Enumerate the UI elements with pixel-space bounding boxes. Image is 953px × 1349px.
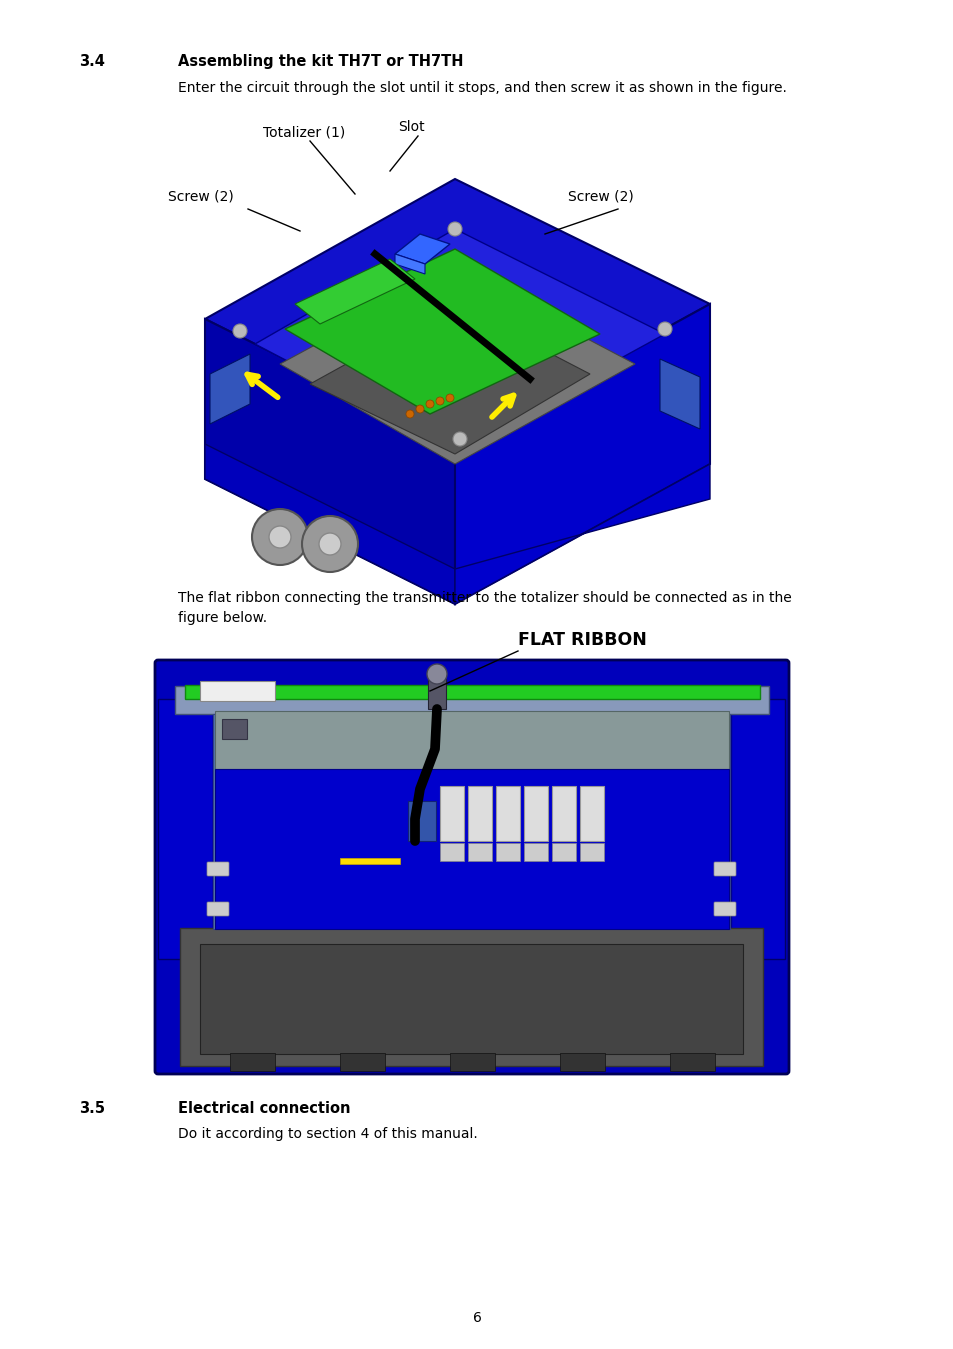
Circle shape xyxy=(436,397,443,405)
Polygon shape xyxy=(280,268,635,464)
FancyBboxPatch shape xyxy=(339,858,399,863)
Text: Enter the circuit through the slot until it stops, and then screw it as shown in: Enter the circuit through the slot until… xyxy=(178,81,786,94)
FancyBboxPatch shape xyxy=(579,786,603,840)
FancyBboxPatch shape xyxy=(523,786,547,840)
FancyBboxPatch shape xyxy=(185,685,760,699)
FancyBboxPatch shape xyxy=(339,1054,385,1071)
Polygon shape xyxy=(285,250,599,414)
Polygon shape xyxy=(210,353,250,424)
Text: FLAT RIBBON: FLAT RIBBON xyxy=(517,631,646,649)
Text: Do it according to section 4 of this manual.: Do it according to section 4 of this man… xyxy=(178,1126,477,1141)
FancyBboxPatch shape xyxy=(713,862,735,876)
FancyBboxPatch shape xyxy=(207,902,229,916)
Text: Screw (2): Screw (2) xyxy=(567,190,633,204)
FancyBboxPatch shape xyxy=(439,843,463,861)
Polygon shape xyxy=(455,304,709,604)
FancyBboxPatch shape xyxy=(428,679,446,710)
Text: Slot: Slot xyxy=(397,120,424,134)
FancyBboxPatch shape xyxy=(214,711,728,769)
FancyBboxPatch shape xyxy=(468,786,492,840)
FancyBboxPatch shape xyxy=(496,843,519,861)
Text: Assembling the kit TH7T or TH7TH: Assembling the kit TH7T or TH7TH xyxy=(178,54,463,69)
Circle shape xyxy=(406,410,414,418)
Text: Totalizer (1): Totalizer (1) xyxy=(263,125,345,139)
FancyBboxPatch shape xyxy=(214,769,728,929)
Circle shape xyxy=(426,401,434,407)
FancyBboxPatch shape xyxy=(408,801,436,840)
FancyBboxPatch shape xyxy=(450,1054,495,1071)
FancyBboxPatch shape xyxy=(729,699,784,959)
Polygon shape xyxy=(205,444,455,604)
Polygon shape xyxy=(659,359,700,429)
FancyBboxPatch shape xyxy=(213,689,730,929)
Circle shape xyxy=(302,517,357,572)
FancyBboxPatch shape xyxy=(158,699,213,959)
Polygon shape xyxy=(310,304,589,455)
Circle shape xyxy=(427,664,447,684)
FancyBboxPatch shape xyxy=(523,843,547,861)
Polygon shape xyxy=(205,318,455,604)
Polygon shape xyxy=(395,233,450,264)
Text: 6: 6 xyxy=(472,1311,481,1325)
Text: The flat ribbon connecting the transmitter to the totalizer should be connected : The flat ribbon connecting the transmitt… xyxy=(178,591,791,604)
Text: figure below.: figure below. xyxy=(178,611,267,625)
FancyBboxPatch shape xyxy=(552,786,576,840)
Text: Electrical connection: Electrical connection xyxy=(178,1101,350,1116)
FancyBboxPatch shape xyxy=(496,786,519,840)
Text: Screw (2): Screw (2) xyxy=(168,190,233,204)
FancyBboxPatch shape xyxy=(552,843,576,861)
Circle shape xyxy=(269,526,291,548)
FancyBboxPatch shape xyxy=(213,714,253,929)
Circle shape xyxy=(318,533,340,554)
Text: 3.4: 3.4 xyxy=(79,54,105,69)
Circle shape xyxy=(233,324,247,339)
Circle shape xyxy=(252,509,308,565)
Polygon shape xyxy=(205,179,709,444)
Polygon shape xyxy=(254,229,664,449)
Polygon shape xyxy=(294,259,415,324)
FancyBboxPatch shape xyxy=(689,714,729,929)
FancyBboxPatch shape xyxy=(559,1054,604,1071)
FancyBboxPatch shape xyxy=(154,660,788,1074)
FancyBboxPatch shape xyxy=(174,687,768,714)
Circle shape xyxy=(453,432,467,447)
FancyBboxPatch shape xyxy=(579,843,603,861)
FancyBboxPatch shape xyxy=(468,843,492,861)
FancyBboxPatch shape xyxy=(200,944,742,1054)
FancyBboxPatch shape xyxy=(180,928,762,1066)
Circle shape xyxy=(658,322,671,336)
Text: ........  .....: ........ ..... xyxy=(423,1010,456,1017)
Circle shape xyxy=(446,394,454,402)
FancyBboxPatch shape xyxy=(230,1054,274,1071)
FancyBboxPatch shape xyxy=(207,862,229,876)
FancyBboxPatch shape xyxy=(222,719,247,739)
FancyBboxPatch shape xyxy=(713,902,735,916)
Polygon shape xyxy=(455,464,709,604)
FancyBboxPatch shape xyxy=(669,1054,714,1071)
Circle shape xyxy=(416,405,423,413)
Circle shape xyxy=(448,223,461,236)
Polygon shape xyxy=(395,254,424,274)
FancyBboxPatch shape xyxy=(439,786,463,840)
FancyBboxPatch shape xyxy=(200,681,274,701)
Text: 3.5: 3.5 xyxy=(79,1101,105,1116)
